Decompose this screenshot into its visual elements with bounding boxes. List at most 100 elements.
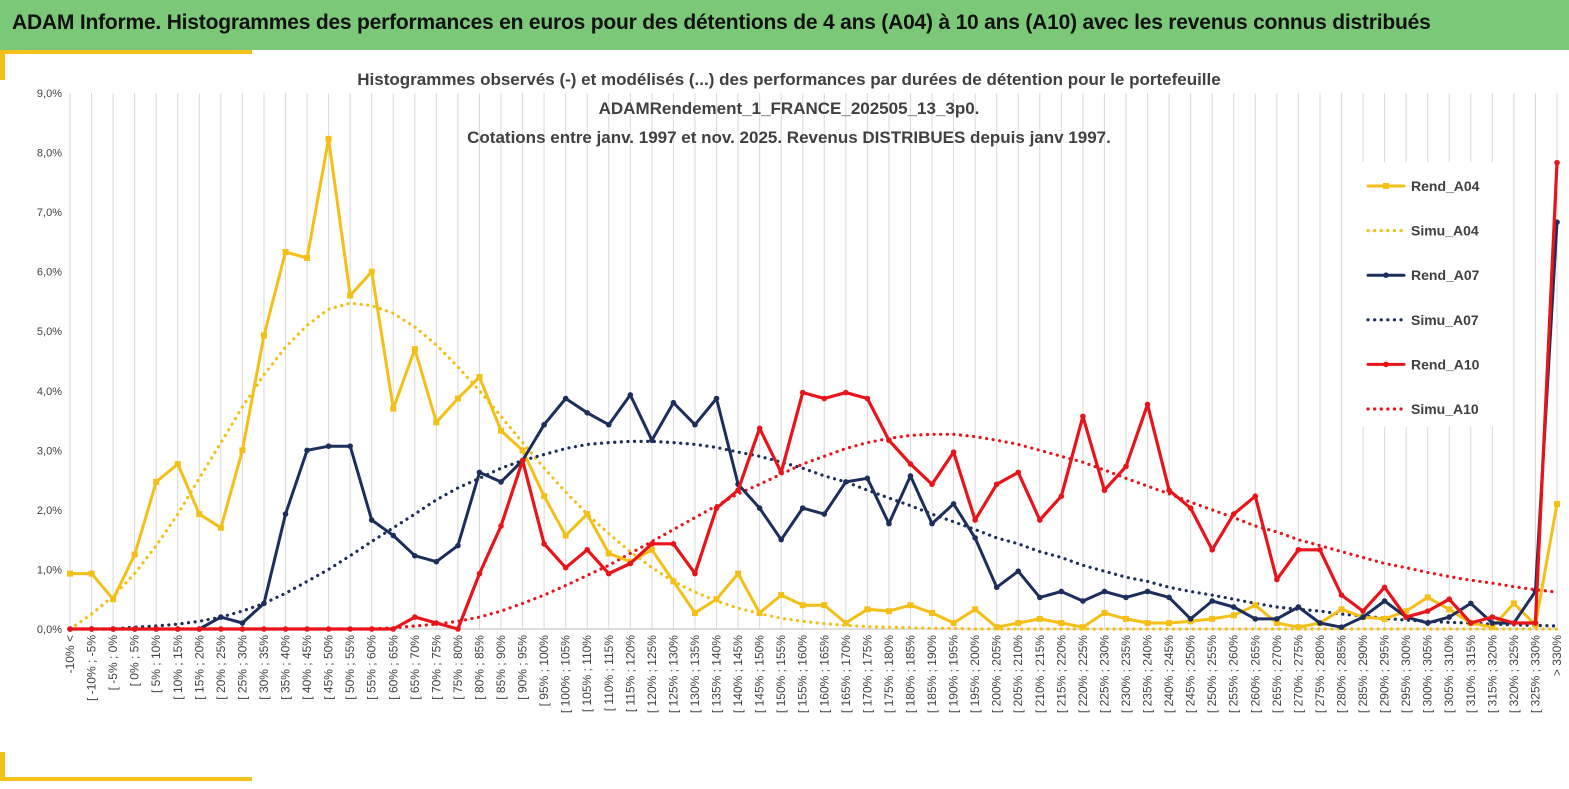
data-point-rend_a04	[1510, 600, 1517, 607]
data-point-rend_a07	[821, 511, 828, 517]
data-point-rend_a10	[1101, 487, 1108, 494]
x-tick-label: [ 110% ; 115%	[602, 635, 616, 712]
data-point-rend_a10	[778, 469, 784, 476]
data-point-rend_a10	[1381, 584, 1388, 591]
data-point-rend_a07	[1144, 588, 1151, 595]
data-point-rend_a04	[713, 596, 720, 603]
data-point-rend_a04	[864, 606, 871, 613]
data-point-rend_a04	[1338, 606, 1345, 613]
data-point-rend_a07	[1123, 594, 1129, 601]
x-tick-label: [ 100% ; 105%	[559, 635, 573, 713]
grid	[69, 93, 1558, 629]
data-point-rend_a10	[993, 481, 1000, 488]
data-point-rend_a10	[110, 626, 116, 632]
data-point-rend_a07	[605, 421, 612, 428]
accent-bar-bottom	[0, 777, 252, 781]
x-tick-label: [ 255% ; 260%	[1227, 635, 1241, 713]
data-point-rend_a10	[1403, 614, 1409, 620]
data-point-rend_a04	[1295, 624, 1302, 631]
x-tick-label: [ 105% ; 110%	[580, 635, 594, 712]
data-point-rend_a04	[454, 395, 461, 402]
data-point-rend_a07	[347, 443, 353, 449]
x-tick-label: [ 90% ; 95%	[516, 635, 530, 700]
data-point-rend_a10	[1209, 546, 1215, 553]
x-tick-label: [ 290% ; 295%	[1378, 635, 1392, 713]
data-point-rend_a07	[1467, 600, 1474, 607]
data-point-rend_a10	[476, 570, 483, 577]
y-tick-label: 7,0%	[37, 207, 62, 219]
data-point-rend_a04	[1554, 500, 1560, 507]
data-point-rend_a07	[304, 447, 310, 454]
x-tick-label: [ 155% ; 160%	[796, 635, 810, 713]
legend-marker	[1383, 183, 1389, 189]
data-point-rend_a04	[1273, 620, 1280, 627]
data-point-rend_a10	[972, 517, 978, 523]
data-point-rend_a04	[1424, 594, 1431, 601]
x-tick-label: [ 285% ; 290%	[1356, 635, 1370, 713]
data-point-rend_a10	[1123, 463, 1129, 470]
x-tick-label: [ 210% ; 215%	[1033, 635, 1047, 713]
data-point-rend_a04	[368, 268, 375, 275]
data-point-rend_a04	[1446, 606, 1453, 613]
data-point-rend_a04	[1381, 615, 1388, 622]
data-point-rend_a07	[218, 614, 224, 620]
x-tick-label: [ 120% ; 125%	[645, 635, 659, 713]
legend-marker	[1383, 361, 1389, 368]
data-point-rend_a10	[843, 389, 849, 396]
data-point-rend_a04	[217, 524, 224, 531]
y-tick-label: 9,0%	[37, 88, 62, 100]
x-tick-label: [ 175% ; 180%	[882, 635, 896, 713]
x-tick-label: [ 325% ; 330%	[1528, 635, 1542, 713]
data-point-rend_a07	[1489, 620, 1496, 626]
data-point-rend_a10	[929, 481, 935, 488]
data-point-rend_a10	[1058, 493, 1065, 499]
data-point-rend_a04	[1209, 615, 1216, 622]
data-point-rend_a10	[1230, 511, 1237, 517]
data-point-rend_a07	[455, 542, 461, 549]
x-tick-label: [ 0% ; 5%	[128, 635, 142, 687]
data-point-rend_a07	[692, 421, 698, 428]
legend-label: Rend_A07	[1411, 267, 1480, 283]
data-point-rend_a04	[691, 609, 698, 616]
data-point-rend_a10	[131, 626, 138, 632]
x-tick-label: [ 225% ; 230%	[1097, 635, 1111, 713]
x-tick-label: [ 65% ; 70%	[408, 635, 422, 700]
data-point-rend_a04	[260, 332, 267, 339]
x-tick-label: [ 5% ; 10%	[149, 635, 163, 693]
data-point-rend_a07	[886, 520, 892, 527]
legend: Rend_A04 Simu_A04 Rend_A07 Simu_A07 Rend_A10…	[1352, 162, 1510, 427]
data-point-rend_a10	[1554, 159, 1560, 166]
data-point-rend_a10	[261, 626, 267, 632]
y-tick-label: 6,0%	[37, 267, 62, 279]
data-point-rend_a04	[411, 346, 418, 353]
data-point-rend_a10	[799, 389, 806, 396]
data-point-rend_a10	[541, 541, 547, 547]
data-point-rend_a10	[1424, 608, 1431, 614]
data-point-rend_a04	[1015, 620, 1022, 627]
x-tick-label: [ 260% ; 265%	[1248, 635, 1262, 713]
x-tick-label: [ 310% ; 315%	[1464, 635, 1478, 713]
x-tick-label: [ 95% ; 100%	[537, 635, 551, 707]
data-point-rend_a04	[907, 602, 914, 609]
data-point-rend_a07	[282, 511, 289, 517]
chart-title-line-3: Cotations entre janv. 1997 et nov. 2025.…	[467, 128, 1111, 147]
data-point-rend_a04	[993, 624, 1000, 631]
data-point-rend_a04	[756, 609, 763, 616]
axes: 0,0% 1,0% 2,0% 3,0% 4,0% 5,0% 6,0% 7,0% 8,0% 9,0%…	[37, 88, 1564, 713]
x-tick-label: [ 250% ; 255%	[1205, 635, 1219, 713]
data-point-rend_a04	[476, 374, 483, 381]
x-tick-label: [ 235% ; 240%	[1141, 635, 1155, 713]
data-point-rend_a07	[799, 505, 806, 511]
header-banner: ADAM Informe. Histogrammes des performan…	[0, 0, 1569, 50]
data-point-rend_a07	[950, 501, 957, 507]
series-line-simu_a04	[68, 301, 1559, 631]
data-point-rend_a04	[1252, 602, 1259, 609]
data-point-rend_a07	[1446, 614, 1453, 620]
data-point-rend_a04	[325, 135, 332, 142]
data-point-rend_a04	[950, 620, 957, 627]
data-point-rend_a10	[562, 564, 569, 571]
data-point-rend_a10	[1338, 592, 1345, 598]
x-tick-label: [ 35% ; 40%	[279, 635, 293, 700]
legend-label: Rend_A04	[1411, 178, 1480, 194]
data-point-rend_a10	[1295, 546, 1302, 553]
